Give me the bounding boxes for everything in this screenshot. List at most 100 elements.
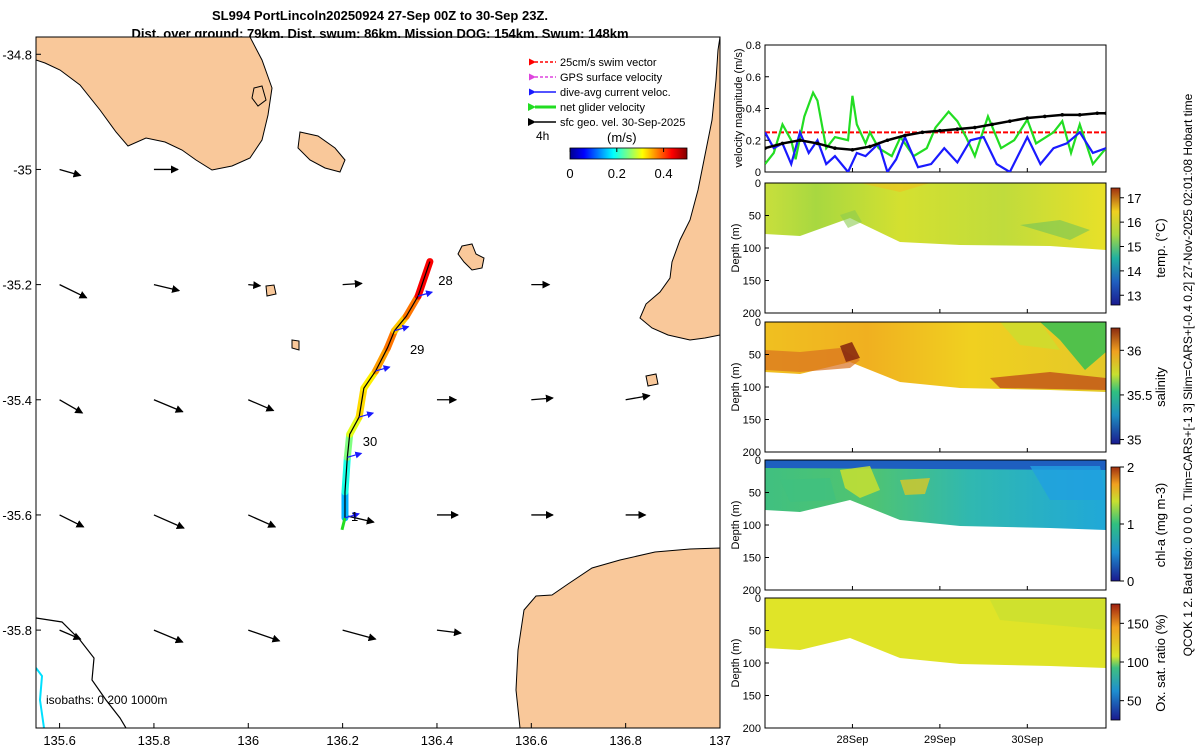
map-y-tick-label: -35.2 xyxy=(2,278,32,293)
cbar-tick-label: 17 xyxy=(1127,191,1141,206)
section-x-tick-label: 28Sep xyxy=(837,734,869,746)
map-x-tick-label: 136.4 xyxy=(421,733,454,748)
temp-axes-frame xyxy=(764,182,1107,314)
sfc-velocity-arrow xyxy=(625,392,651,401)
section-colorbar-ticks: 13 14 15 16 17 35 35.5 36 0 1 2 50 100 150 xyxy=(1120,191,1152,709)
sfc-vel-marker xyxy=(1025,116,1030,120)
chla-colorbar xyxy=(1110,466,1121,582)
section-x-tick-label: 29Sep xyxy=(924,734,956,746)
sfc-velocity-arrow xyxy=(342,279,363,288)
sfc-vel-marker xyxy=(850,147,855,152)
map-y-tick-label: -35.4 xyxy=(2,393,32,408)
map-legend: 25cm/s swim vector GPS surface velocity … xyxy=(528,57,688,181)
colorbar-tick-label: 0.4 xyxy=(655,166,673,181)
cbar-tick-label: 15 xyxy=(1127,240,1141,255)
sfc-vel-marker xyxy=(885,138,890,143)
chart-title-line1: SL994 PortLincoln20250924 27-Sep 00Z to … xyxy=(212,8,548,23)
map-y-tick-label: -35 xyxy=(13,162,32,177)
colorbar-tick-label: 0 xyxy=(566,166,573,181)
chla-section xyxy=(765,460,1106,530)
salinity-section xyxy=(765,322,1106,392)
sfc-vel-marker xyxy=(1042,114,1047,119)
dive-avg-arrow xyxy=(394,324,410,332)
sfc-vel-marker xyxy=(1077,113,1082,117)
day-label-layer: 28 29 30 1 xyxy=(351,273,453,524)
track-map: 135.6 135.8 136 136.2 136.4 136.6 136.8 137 -34.… xyxy=(2,36,731,748)
cbar-tick-label: 1 xyxy=(1127,517,1134,532)
speed-colorbar xyxy=(569,147,688,160)
land-island-central xyxy=(297,131,346,173)
sfc-vel-marker xyxy=(1104,111,1106,116)
day-label: 28 xyxy=(438,273,452,288)
glider-track-layer xyxy=(340,258,434,531)
velocity-axes-frame xyxy=(764,44,1107,173)
temp-colorbar xyxy=(1110,187,1121,306)
track-start-net-velocity xyxy=(340,517,347,531)
salinity-axes-frame xyxy=(764,321,1107,453)
sfc-vel-marker xyxy=(1060,113,1065,117)
isobath-0m xyxy=(36,617,127,728)
sfc-velocity-arrow xyxy=(153,514,185,529)
cbar-tick-label: 0 xyxy=(1127,574,1134,589)
cbar-tick-label: 150 xyxy=(1127,616,1149,631)
sfc-velocity-arrow xyxy=(59,399,84,414)
sfc-velocity-arrow xyxy=(248,514,277,528)
dive-avg-arrow xyxy=(375,365,391,372)
cbar-tick-label: 13 xyxy=(1127,288,1141,303)
dive-avg-arrow xyxy=(344,512,360,519)
sfc-vel-marker xyxy=(833,146,837,150)
velocity-series-layer xyxy=(765,89,1106,172)
track-line xyxy=(344,261,431,518)
cbar-tick-label: 16 xyxy=(1127,215,1141,230)
chla-cbar-label: chl-a (mg m-3) xyxy=(1153,483,1168,568)
sfc-vel-marker xyxy=(990,122,995,127)
legend-swim-vector: 25cm/s swim vector xyxy=(560,57,657,69)
land-island-small-a xyxy=(251,85,267,107)
cbar-tick-label: 50 xyxy=(1127,694,1141,709)
map-x-tick-label: 135.6 xyxy=(43,733,76,748)
map-x-tick-label: 136 xyxy=(237,733,259,748)
map-tick-layer: 135.6 135.8 136 136.2 136.4 136.6 136.8 137 -34.… xyxy=(2,47,730,748)
map-y-tick-label: -34.8 xyxy=(2,47,32,62)
isobath-label: isobaths: 0 200 1000m xyxy=(46,693,167,707)
legend-net-velocity: net glider velocity xyxy=(560,102,645,114)
land-southeast xyxy=(515,547,720,728)
land-east xyxy=(639,37,720,341)
section-tick-layer: 0501001502000501001502000501001502000501… xyxy=(743,168,1043,746)
sfc-velocity-arrow xyxy=(248,281,262,290)
sfc-velocity-arrow xyxy=(59,629,82,641)
sfc-velocity-arrow xyxy=(248,629,281,643)
sfc-vel-marker xyxy=(1095,111,1100,116)
legend-gps-velocity: GPS surface velocity xyxy=(560,72,663,84)
cbar-tick-label: 36 xyxy=(1127,343,1141,358)
dive-avg-arrow xyxy=(347,451,363,459)
day-label: 29 xyxy=(410,342,424,357)
dive-avg-arrow xyxy=(358,411,375,419)
map-x-tick-label: 136.2 xyxy=(326,733,359,748)
sfc-velocity-arrow xyxy=(59,514,85,528)
salinity-cbar-label: salinity xyxy=(1153,367,1168,407)
sfc-vel-marker xyxy=(920,130,925,135)
day-label: 30 xyxy=(363,434,377,449)
temperature-section xyxy=(765,183,1106,250)
sfc-velocity-arrow xyxy=(59,284,88,299)
land-island-small-b xyxy=(265,284,277,297)
sfc-velocity-arrow xyxy=(248,399,275,412)
sfc-velocity-arrow xyxy=(153,283,181,293)
map-y-tick-label: -35.6 xyxy=(2,508,32,523)
map-axes-frame xyxy=(35,36,721,729)
land-island-small-d xyxy=(645,373,659,387)
land-northwest xyxy=(36,37,273,171)
sfc-velocity-arrow xyxy=(153,629,184,644)
sfc-velocity-arrow xyxy=(531,394,554,403)
cbar-tick-label: 35 xyxy=(1127,433,1141,448)
legend-dive-avg: dive-avg current veloc. xyxy=(560,87,671,99)
colorbar-label: (m/s) xyxy=(607,130,637,145)
velocity-series-line xyxy=(765,128,1106,172)
section-x-tick-label: 30Sep xyxy=(1011,734,1043,746)
land-island-small-c xyxy=(291,339,300,351)
isobath-200m xyxy=(36,667,45,728)
sfc-vel-marker xyxy=(955,127,960,131)
oxygen-section xyxy=(765,598,1106,668)
speed-colorbar-ticks: 0 0.2 0.4 xyxy=(566,148,673,181)
